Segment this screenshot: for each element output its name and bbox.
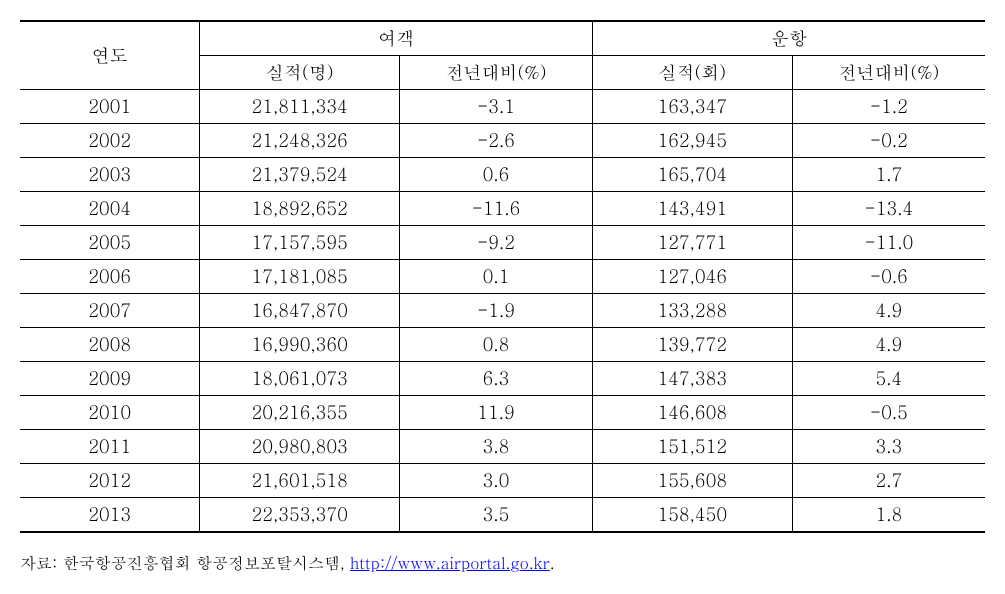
- cell-passengers: 18,892,652: [200, 192, 400, 226]
- cell-passengers: 20,216,355: [200, 396, 400, 430]
- cell-passengers_yoy: 6.3: [400, 362, 593, 396]
- table-row: 201221,601,5183.0155,6082.7: [20, 464, 985, 498]
- cell-year: 2010: [20, 396, 200, 430]
- cell-passengers_yoy: 3.0: [400, 464, 593, 498]
- header-flights-actual: 실적(회): [592, 56, 792, 90]
- header-group-passengers: 여객: [200, 21, 593, 56]
- table-row: 200918,061,0736.3147,3835.4: [20, 362, 985, 396]
- cell-year: 2009: [20, 362, 200, 396]
- header-group-flights: 운항: [592, 21, 985, 56]
- header-passengers-yoy: 전년대비(%): [400, 56, 593, 90]
- cell-passengers_yoy: -1.9: [400, 294, 593, 328]
- cell-year: 2004: [20, 192, 200, 226]
- statistics-table: 연도 여객 운항 실적(명) 전년대비(%) 실적(회) 전년대비(%) 200…: [20, 20, 985, 533]
- cell-flights: 143,491: [592, 192, 792, 226]
- source-link[interactable]: http://www.airportal.go.kr: [350, 551, 550, 574]
- table-row: 201322,353,3703.5158,4501.8: [20, 498, 985, 533]
- cell-year: 2006: [20, 260, 200, 294]
- header-passengers-actual: 실적(명): [200, 56, 400, 90]
- cell-flights: 165,704: [592, 158, 792, 192]
- cell-passengers_yoy: -9.2: [400, 226, 593, 260]
- cell-passengers: 17,157,595: [200, 226, 400, 260]
- cell-passengers_yoy: 3.8: [400, 430, 593, 464]
- cell-flights_yoy: -11.0: [792, 226, 985, 260]
- cell-year: 2005: [20, 226, 200, 260]
- cell-year: 2007: [20, 294, 200, 328]
- cell-flights: 147,383: [592, 362, 792, 396]
- cell-flights: 162,945: [592, 124, 792, 158]
- cell-passengers: 21,601,518: [200, 464, 400, 498]
- cell-flights_yoy: 4.9: [792, 328, 985, 362]
- cell-passengers_yoy: -11.6: [400, 192, 593, 226]
- cell-year: 2013: [20, 498, 200, 533]
- cell-flights_yoy: 4.9: [792, 294, 985, 328]
- cell-flights_yoy: -0.2: [792, 124, 985, 158]
- cell-flights_yoy: 1.8: [792, 498, 985, 533]
- cell-year: 2001: [20, 90, 200, 124]
- table-body: 200121,811,334-3.1163,347-1.2200221,248,…: [20, 90, 985, 533]
- table-row: 200816,990,3600.8139,7724.9: [20, 328, 985, 362]
- cell-flights_yoy: -0.6: [792, 260, 985, 294]
- cell-passengers: 17,181,085: [200, 260, 400, 294]
- table-row: 200418,892,652-11.6143,491-13.4: [20, 192, 985, 226]
- cell-year: 2012: [20, 464, 200, 498]
- cell-passengers_yoy: -2.6: [400, 124, 593, 158]
- cell-passengers: 21,379,524: [200, 158, 400, 192]
- cell-year: 2008: [20, 328, 200, 362]
- table-row: 200121,811,334-3.1163,347-1.2: [20, 90, 985, 124]
- table-row: 200617,181,0850.1127,046-0.6: [20, 260, 985, 294]
- cell-passengers: 20,980,803: [200, 430, 400, 464]
- table-row: 201020,216,35511.9146,608-0.5: [20, 396, 985, 430]
- cell-passengers_yoy: 0.6: [400, 158, 593, 192]
- cell-passengers: 21,811,334: [200, 90, 400, 124]
- cell-flights: 127,771: [592, 226, 792, 260]
- cell-year: 2011: [20, 430, 200, 464]
- cell-passengers_yoy: 0.1: [400, 260, 593, 294]
- table-row: 200321,379,5240.6165,7041.7: [20, 158, 985, 192]
- cell-flights_yoy: 5.4: [792, 362, 985, 396]
- cell-passengers: 21,248,326: [200, 124, 400, 158]
- cell-year: 2003: [20, 158, 200, 192]
- table-row: 200517,157,595-9.2127,771-11.0: [20, 226, 985, 260]
- cell-flights: 163,347: [592, 90, 792, 124]
- header-flights-yoy: 전년대비(%): [792, 56, 985, 90]
- cell-passengers: 16,990,360: [200, 328, 400, 362]
- cell-flights_yoy: -13.4: [792, 192, 985, 226]
- table-row: 200716,847,870-1.9133,2884.9: [20, 294, 985, 328]
- cell-passengers: 22,353,370: [200, 498, 400, 533]
- header-year: 연도: [20, 21, 200, 90]
- cell-passengers_yoy: -3.1: [400, 90, 593, 124]
- table-row: 200221,248,326-2.6162,945-0.2: [20, 124, 985, 158]
- cell-flights_yoy: -1.2: [792, 90, 985, 124]
- cell-passengers_yoy: 3.5: [400, 498, 593, 533]
- cell-flights: 127,046: [592, 260, 792, 294]
- cell-flights: 158,450: [592, 498, 792, 533]
- cell-flights: 146,608: [592, 396, 792, 430]
- source-prefix: 자료: 한국항공진흥협회 항공정보포탈시스템,: [20, 551, 350, 574]
- cell-flights_yoy: 1.7: [792, 158, 985, 192]
- table-row: 201120,980,8033.8151,5123.3: [20, 430, 985, 464]
- cell-flights: 133,288: [592, 294, 792, 328]
- cell-year: 2002: [20, 124, 200, 158]
- cell-flights: 139,772: [592, 328, 792, 362]
- cell-flights: 155,608: [592, 464, 792, 498]
- cell-flights_yoy: -0.5: [792, 396, 985, 430]
- source-note: 자료: 한국항공진흥협회 항공정보포탈시스템, http://www.airpo…: [20, 551, 985, 574]
- cell-passengers_yoy: 0.8: [400, 328, 593, 362]
- source-suffix: .: [550, 551, 555, 574]
- cell-flights_yoy: 2.7: [792, 464, 985, 498]
- cell-flights: 151,512: [592, 430, 792, 464]
- cell-passengers_yoy: 11.9: [400, 396, 593, 430]
- cell-flights_yoy: 3.3: [792, 430, 985, 464]
- cell-passengers: 16,847,870: [200, 294, 400, 328]
- cell-passengers: 18,061,073: [200, 362, 400, 396]
